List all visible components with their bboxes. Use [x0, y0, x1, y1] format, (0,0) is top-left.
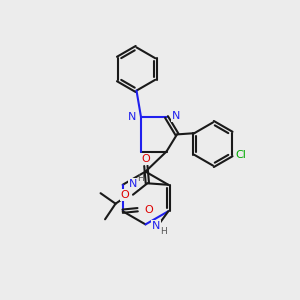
Text: O: O: [142, 154, 150, 164]
Text: H: H: [137, 174, 144, 183]
Text: H: H: [160, 226, 167, 236]
Text: N: N: [172, 111, 180, 122]
Text: N: N: [129, 178, 138, 189]
Text: N: N: [128, 112, 136, 122]
Text: N: N: [152, 220, 160, 231]
Text: O: O: [121, 190, 129, 200]
Text: Cl: Cl: [235, 150, 246, 160]
Text: O: O: [144, 205, 153, 215]
